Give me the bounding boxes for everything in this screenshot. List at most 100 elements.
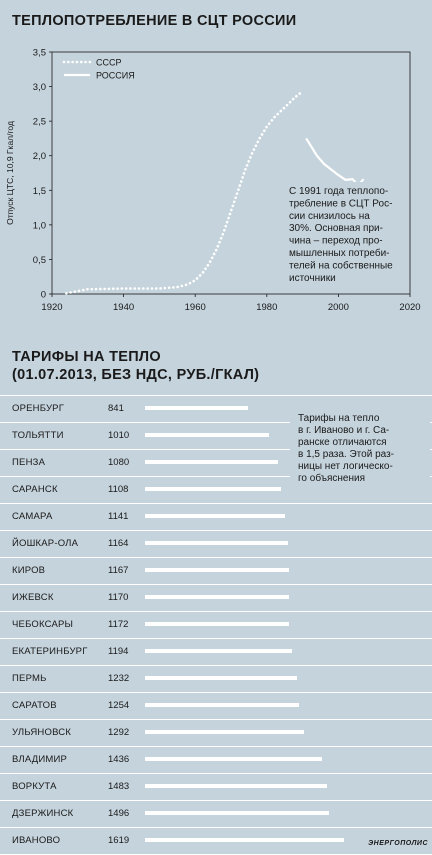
annotation-line: чина – переход про- [289,236,383,247]
publisher-logo: ЭНЕРГОПОЛИС [368,840,428,847]
tariff-bar [145,622,290,626]
tariff-value: 1141 [108,511,129,522]
tariff-value: 1167 [108,565,129,576]
tariff-value: 1254 [108,700,130,711]
y-tick-label: 1,0 [33,220,46,231]
tariff-row: ИЖЕВСК 1170 [0,585,432,612]
tariff-bar [145,649,292,653]
tariff-row: ДЗЕРЖИНСК 1496 [0,801,432,828]
tariff-bar [145,595,289,599]
tariff-row: ПЕРМЬ 1232 [0,666,432,693]
chart2-title-line2: (01.07.2013, БЕЗ НДС, РУБ./ГКАЛ) [12,367,260,383]
x-tick-label: 1980 [256,302,277,313]
tariff-row: ЙОШКАР-ОЛА 1164 [0,531,432,558]
consumption-line-chart: 0 0,5 1,0 1,5 2,0 2,5 3,0 3,5 1920 1940 1960 1980 20… [5,48,421,314]
tariff-annotation-line: го объяснения [298,473,365,484]
y-axis-label: Отпуск ЦТС, 10,9 Гкал/год [5,121,15,225]
tariff-row: ВЛАДИМИР 1436 [0,747,432,774]
city-label: ДЗЕРЖИНСК [12,808,74,819]
tariff-bar [145,433,270,437]
tariff-row: ЕКАТЕРИНБУРГ 1194 [0,639,432,666]
tariff-value: 1292 [108,727,130,738]
city-label: САРАТОВ [12,700,57,711]
tariff-row: ВОРКУТА 1483 [0,774,432,801]
y-tick-label: 2,5 [33,117,46,128]
y-tick-label: 3,5 [33,48,46,59]
annotation-background [283,182,409,290]
tariff-bar-chart: ОРЕНБУРГ 841 ТОЛЬЯТТИ 1010 ПЕНЗА 1080 САРАНСК 1… [0,395,432,855]
tariff-value: 1436 [108,754,130,765]
plot-frame [51,51,411,295]
annotation-line: телей на собственные [289,259,393,271]
tariff-row: ОРЕНБУРГ 841 [0,395,432,423]
y-tick-label: 3,0 [33,82,46,93]
tariff-row: ПЕНЗА 1080 [0,450,432,477]
tariff-bar [145,487,282,491]
tariff-row: ТОЛЬЯТТИ 1010 [0,423,432,450]
series-line-russia [305,137,365,185]
city-label: ВЛАДИМИР [12,754,68,765]
x-tick-label: 1940 [113,302,134,313]
tariff-row: САРАНСК 1108 [0,477,432,504]
annotation-line: мышленных потреби- [289,247,389,259]
city-label: ОРЕНБУРГ [12,403,65,414]
tariff-bar [145,784,328,788]
chart2-title-line1: ТАРИФЫ НА ТЕПЛО [12,349,161,365]
tariff-value: 1170 [108,592,129,603]
tariff-value: 841 [108,403,124,414]
y-tick-label: 2,0 [33,151,46,162]
city-label: САРАНСК [12,484,58,495]
chart1-title: ТЕПЛОПОТРЕБЛЕНИЕ В СЦТ РОССИИ [12,13,297,29]
legend-label: РОССИЯ [96,71,135,81]
tariff-annotation: Тарифы на тепло в г. Иваново и г. Са-ранс… [290,411,430,489]
city-label: ПЕРМЬ [12,673,47,684]
tariff-value: 1108 [108,484,129,495]
tariff-annotation-line: ранске отличаются [298,437,387,448]
tariff-bar [145,757,322,761]
tariff-bar [145,730,304,734]
x-tick-label: 2020 [399,302,420,313]
city-label: ЕКАТЕРИНБУРГ [12,646,88,657]
tariff-value: 1164 [108,538,129,549]
y-tick-label: 0,5 [33,255,46,266]
tariff-annotation-line: Тарифы на тепло [298,413,380,424]
tariff-annotation-line: в 1,5 раза. Этой раз- [298,449,394,460]
y-tick-label: 1,5 [33,186,46,197]
city-label: ВОРКУТА [12,781,57,792]
tariff-value: 1232 [108,673,130,684]
tariff-annotation-line: в г. Иваново и г. Са- [298,425,390,436]
city-label: ЙОШКАР-ОЛА [12,538,79,549]
tariff-value: 1619 [108,835,130,846]
city-label: УЛЬЯНОВСК [12,727,72,738]
tariff-row: САРАТОВ 1254 [0,693,432,720]
annotation-line: сии снизилось на [289,211,370,222]
tariff-bar [145,568,289,572]
tariff-bar [145,811,329,815]
tariff-value: 1496 [108,808,130,819]
city-label: ТОЛЬЯТТИ [12,430,64,441]
tariff-value: 1194 [108,646,129,657]
annotation-line: требление в СЦТ Рос- [289,197,392,209]
tariff-bar [145,460,278,464]
annotation-line: источники [289,273,336,284]
tariff-row: КИРОВ 1167 [0,558,432,585]
tariff-value: 1172 [108,619,129,630]
x-tick-label: 1960 [185,302,206,313]
tariff-bar [145,838,345,842]
series-line-ussr [65,90,304,295]
tariff-row: УЛЬЯНОВСК 1292 [0,720,432,747]
tariff-annotation-line: ницы нет логическо- [298,461,393,472]
x-tick-label: 2000 [328,302,349,313]
tariff-value: 1010 [108,430,130,441]
city-label: САМАРА [12,511,53,522]
legend-label: СССР [96,58,122,68]
city-label: ЧЕБОКСАРЫ [12,619,74,630]
city-label: ИЖЕВСК [12,592,54,603]
city-label: ПЕНЗА [12,457,46,468]
tariff-row: САМАРА 1141 [0,504,432,531]
tariff-bar [145,406,249,410]
tariff-row: ЧЕБОКСАРЫ 1172 [0,612,432,639]
city-label: ИВАНОВО [12,835,61,846]
annotation-line: 30%. Основная при- [289,223,383,234]
tariff-bar [145,703,300,707]
